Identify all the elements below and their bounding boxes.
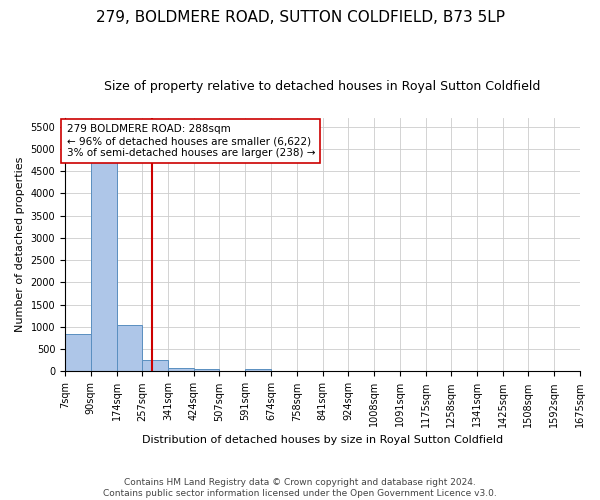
Bar bbox=[245, 369, 271, 372]
Bar bbox=[116, 324, 142, 372]
Title: Size of property relative to detached houses in Royal Sutton Coldfield: Size of property relative to detached ho… bbox=[104, 80, 541, 93]
Text: 279, BOLDMERE ROAD, SUTTON COLDFIELD, B73 5LP: 279, BOLDMERE ROAD, SUTTON COLDFIELD, B7… bbox=[95, 10, 505, 25]
Text: 279 BOLDMERE ROAD: 288sqm
← 96% of detached houses are smaller (6,622)
3% of sem: 279 BOLDMERE ROAD: 288sqm ← 96% of detac… bbox=[67, 124, 315, 158]
Bar bbox=[168, 368, 194, 372]
Bar bbox=[91, 126, 116, 372]
Text: Contains HM Land Registry data © Crown copyright and database right 2024.
Contai: Contains HM Land Registry data © Crown c… bbox=[103, 478, 497, 498]
Y-axis label: Number of detached properties: Number of detached properties bbox=[15, 157, 25, 332]
Bar bbox=[142, 360, 168, 372]
X-axis label: Distribution of detached houses by size in Royal Sutton Coldfield: Distribution of detached houses by size … bbox=[142, 435, 503, 445]
Bar bbox=[194, 369, 220, 372]
Bar bbox=[65, 334, 91, 372]
